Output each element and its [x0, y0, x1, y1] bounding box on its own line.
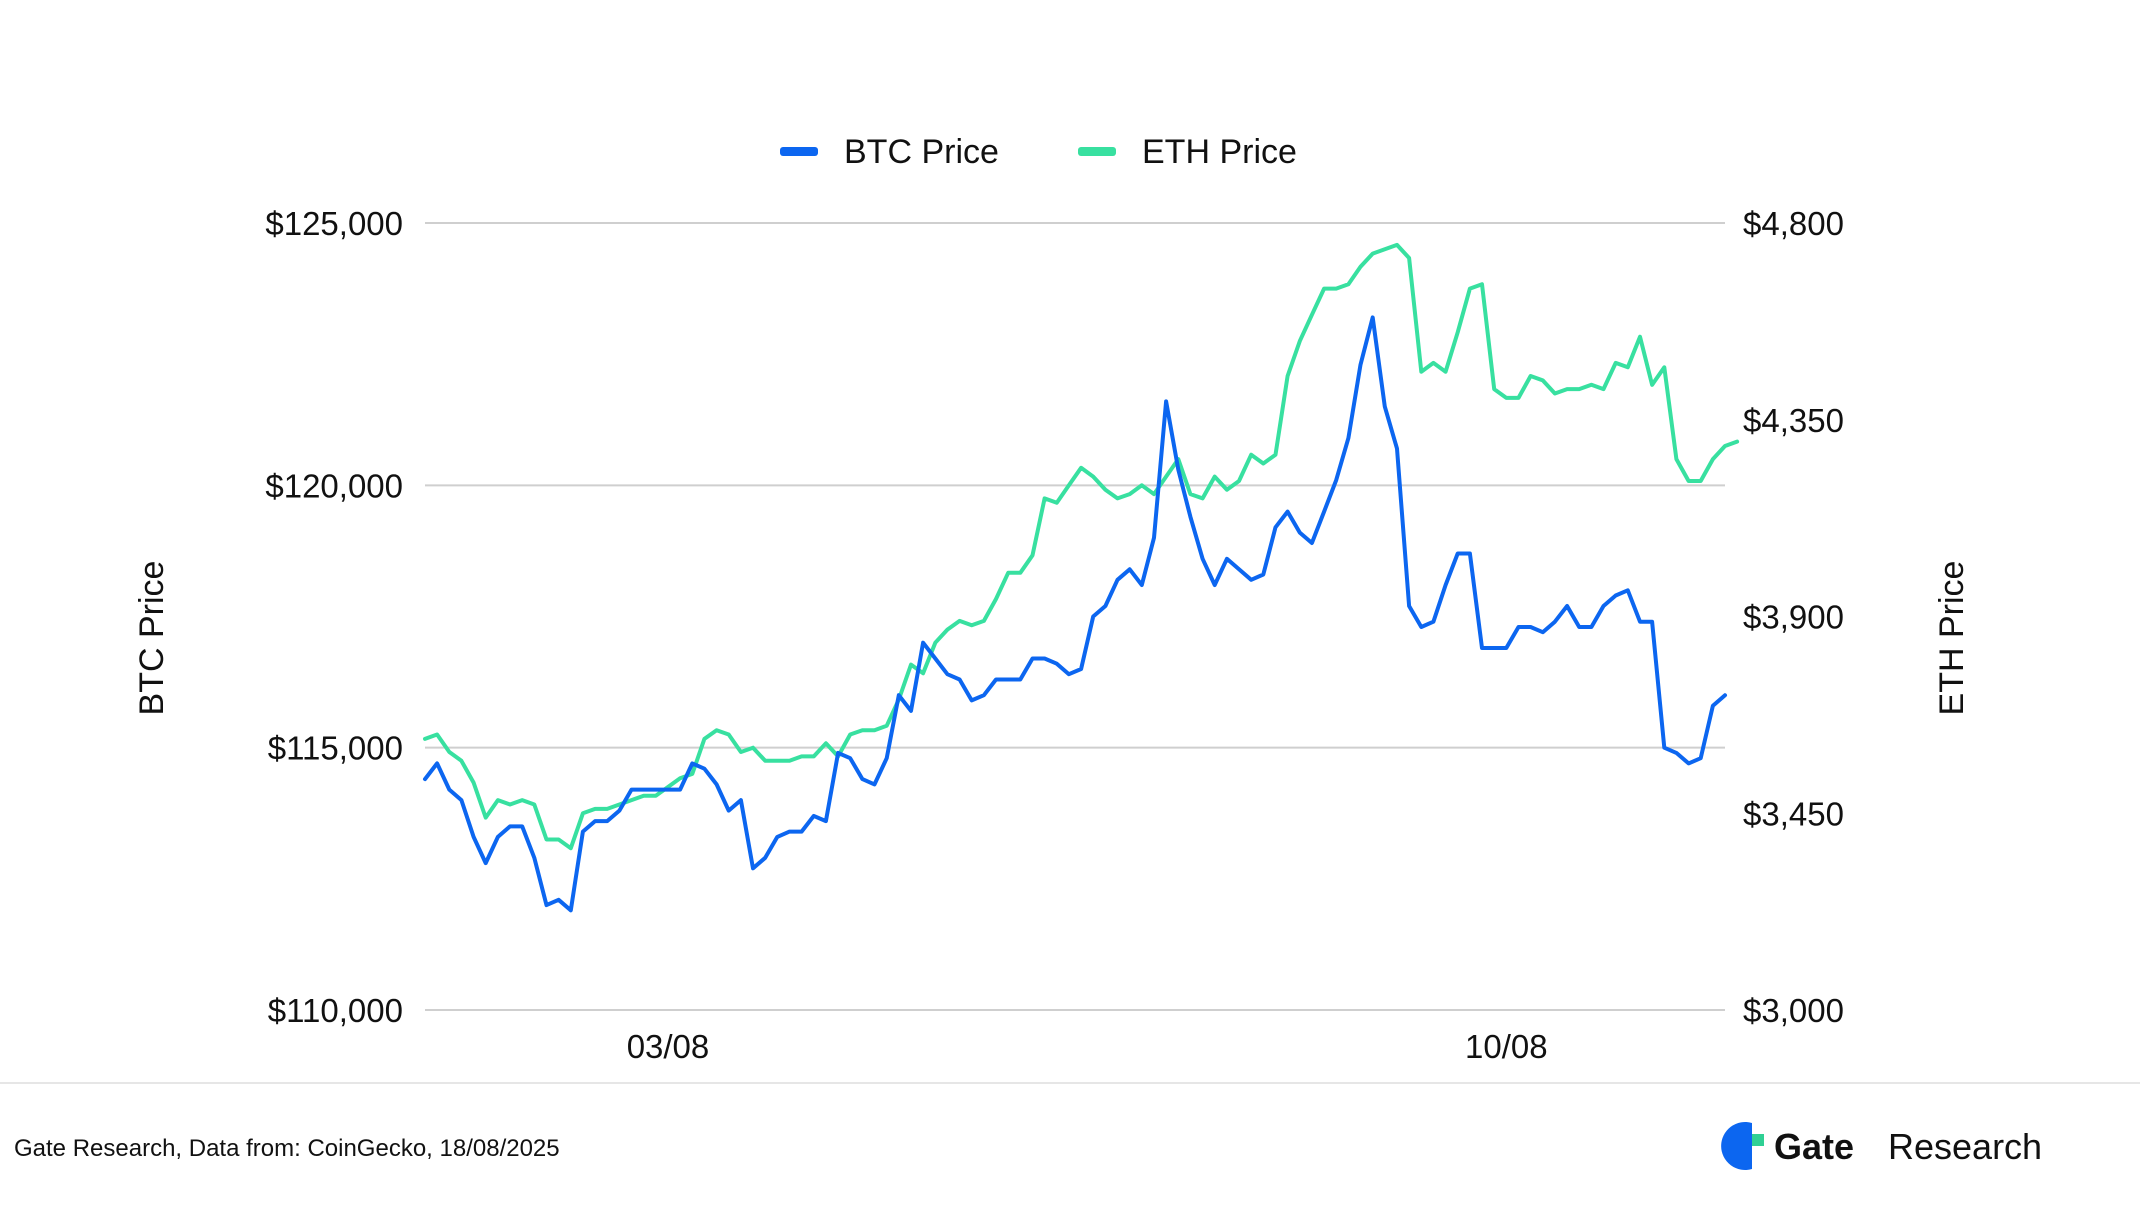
right-tick-label: $3,450 [1743, 795, 1844, 832]
right-tick-label: $4,350 [1743, 402, 1844, 439]
x-tick-label: 03/08 [627, 1028, 710, 1065]
series-line-eth [423, 242, 1740, 851]
right-tick-label: $3,900 [1743, 599, 1844, 636]
right-axis-title: ETH Price [1933, 561, 1971, 716]
left-axis: $110,000 $115,000 $120,000 $125,000 [265, 205, 403, 1029]
legend-label: ETH Price [1142, 133, 1297, 171]
left-tick-label: $120,000 [265, 467, 403, 504]
brand-name: Gate [1774, 1126, 1854, 1167]
brand-logo: Gate Research [1721, 1122, 2042, 1170]
right-tick-label: $4,800 [1743, 205, 1844, 242]
left-axis-title: BTC Price [133, 561, 171, 716]
left-tick-label: $115,000 [268, 730, 403, 767]
left-tick-label: $110,000 [268, 992, 403, 1029]
series-layer [423, 242, 1740, 913]
series-line-btc [423, 315, 1727, 913]
x-tick-label: 10/08 [1465, 1028, 1548, 1065]
right-axis: $3,000 $3,450 $3,900 $4,350 $4,800 [1743, 205, 1844, 1029]
legend-swatch [1078, 147, 1116, 156]
grid-lines [425, 222, 1725, 1011]
gate-logo-icon [1721, 1122, 1764, 1170]
legend: BTC Price ETH Price [780, 133, 1297, 171]
right-tick-label: $3,000 [1743, 992, 1844, 1029]
brand-suffix: Research [1888, 1126, 2042, 1167]
legend-swatch [780, 147, 818, 156]
left-tick-label: $125,000 [265, 205, 403, 242]
legend-label: BTC Price [844, 133, 999, 171]
footer-source: Gate Research, Data from: CoinGecko, 18/… [14, 1135, 560, 1162]
